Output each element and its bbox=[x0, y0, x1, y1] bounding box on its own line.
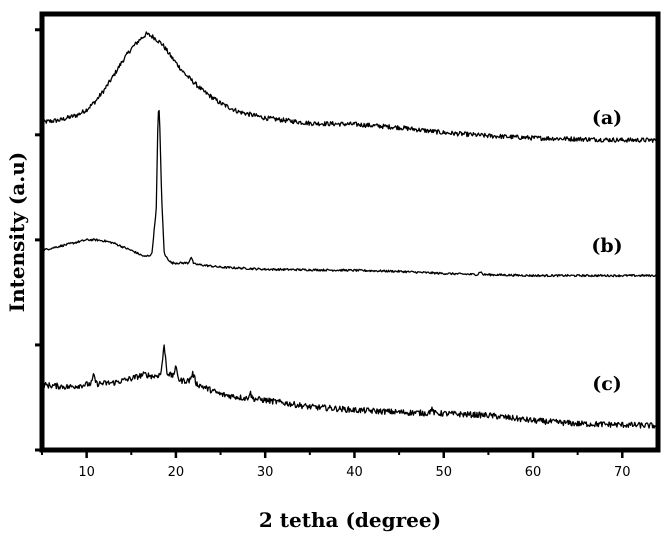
x-tick-label: 60 bbox=[525, 465, 542, 480]
series-line-b bbox=[41, 109, 659, 278]
series-line-c bbox=[41, 344, 659, 429]
series-labels: (a) (b) (c) bbox=[591, 107, 622, 395]
series-label-c: (c) bbox=[592, 373, 622, 395]
x-tick-label: 50 bbox=[435, 465, 452, 480]
x-tick-label: 10 bbox=[78, 465, 95, 480]
series-line-a bbox=[41, 31, 658, 143]
y-ticks bbox=[35, 28, 42, 452]
series-label-b: (b) bbox=[591, 235, 622, 257]
series-layer bbox=[41, 31, 659, 429]
x-tick-label: 20 bbox=[168, 465, 185, 480]
x-tick-label: 30 bbox=[257, 465, 274, 480]
x-ticks: 10 20 30 40 50 60 70 bbox=[41, 450, 631, 480]
x-tick-label: 70 bbox=[614, 465, 631, 480]
plot-frame bbox=[39, 11, 661, 453]
series-label-a: (a) bbox=[592, 107, 622, 129]
x-tick-label: 40 bbox=[346, 465, 363, 480]
x-axis-title: 2 tetha (degree) bbox=[259, 508, 441, 532]
y-axis-title: Intensity (a.u) bbox=[5, 152, 29, 312]
